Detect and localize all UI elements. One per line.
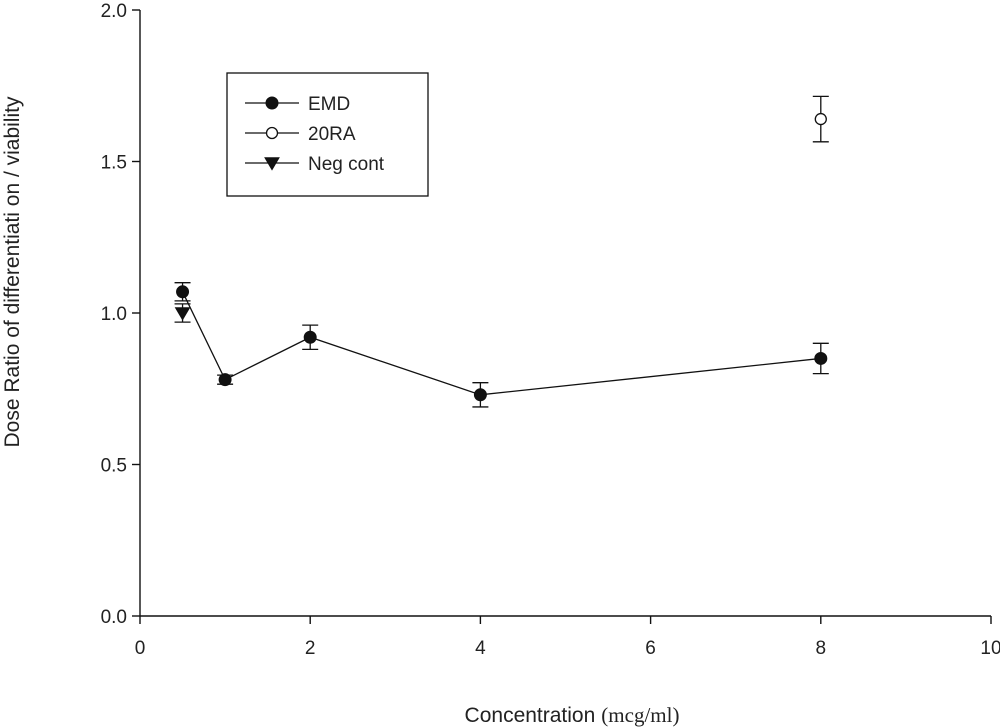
x-tick-label: 2 (305, 638, 316, 659)
y-tick-label: 2.0 (101, 1, 127, 22)
y-axis-ticks: 0.0 0.5 1.0 1.5 2.0 (101, 1, 140, 628)
x-axis-ticks: 0 2 4 6 8 10 (135, 616, 1000, 659)
x-axis-unit: (mcg/ml) (601, 703, 679, 727)
y-axis-title: Dose Ratio of differentiati on / viabili… (1, 96, 24, 447)
x-axis-label: Concentration (465, 704, 596, 727)
legend-label: Neg cont (308, 154, 385, 175)
y-tick-label: 0.0 (101, 607, 127, 628)
series-line (181, 291, 821, 396)
x-tick-label: 0 (135, 638, 146, 659)
series-neg-cont (174, 303, 191, 323)
legend-item: Neg cont (245, 154, 385, 175)
x-tick-label: 8 (816, 638, 827, 659)
y-tick-label: 1.5 (101, 153, 127, 174)
data-point (176, 285, 190, 299)
y-tick-label: 0.5 (101, 456, 127, 477)
legend-box (226, 72, 429, 197)
x-axis-title: Concentration (mcg/ml) (465, 703, 680, 727)
data-point (473, 388, 487, 402)
series-layer (174, 95, 829, 408)
legend-label: EMD (308, 94, 350, 115)
x-tick-label: 4 (475, 638, 486, 659)
legend-item: 20RA (245, 124, 356, 145)
data-point (814, 112, 827, 126)
x-tick-label: 10 (980, 638, 1000, 659)
legend-marker (265, 126, 279, 140)
legend: EMD 20RA Neg cont (226, 72, 429, 197)
data-point (218, 373, 232, 387)
data-point (814, 351, 828, 365)
data-point (303, 330, 317, 344)
data-point (174, 307, 191, 321)
x-tick-label: 6 (645, 638, 656, 659)
legend-item: EMD (245, 94, 350, 115)
y-tick-label: 1.0 (101, 304, 127, 325)
series-emd (174, 282, 829, 408)
legend-marker (264, 157, 280, 171)
series-20ra (812, 95, 829, 143)
legend-marker (265, 96, 279, 110)
legend-label: 20RA (308, 124, 356, 145)
